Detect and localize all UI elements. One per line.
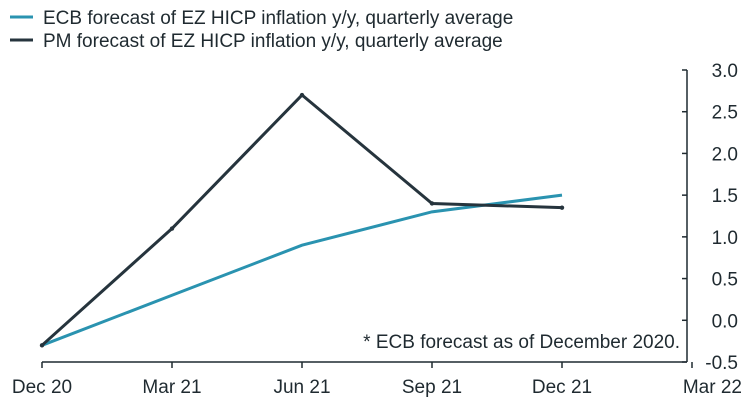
series-point-pm bbox=[559, 205, 565, 210]
legend-label-ecb: ECB forecast of EZ HICP inflation y/y, q… bbox=[43, 8, 513, 29]
x-tick-label: Sep 21 bbox=[402, 377, 462, 398]
series-point-pm bbox=[39, 343, 45, 348]
y-axis-ticks: 3.0 2.5 2.0 1.5 1.0 0.5 0.0 -0.5 bbox=[682, 61, 738, 374]
y-tick-label: 2.0 bbox=[712, 144, 738, 165]
y-tick-label: 3.0 bbox=[712, 61, 738, 82]
legend-item-ecb: ECB forecast of EZ HICP inflation y/y, q… bbox=[10, 8, 513, 29]
series-line-pm bbox=[40, 92, 563, 347]
y-tick-label: 1.5 bbox=[712, 186, 738, 207]
y-tick-label: 0.5 bbox=[712, 270, 738, 291]
legend: ECB forecast of EZ HICP inflation y/y, q… bbox=[10, 8, 513, 52]
series-line-ecb bbox=[41, 193, 563, 347]
series-point-pm bbox=[169, 226, 175, 231]
series-layer bbox=[39, 92, 565, 348]
legend-item-pm: PM forecast of EZ HICP inflation y/y, qu… bbox=[10, 31, 503, 52]
x-tick-label: Dec 20 bbox=[12, 377, 72, 398]
series-point-pm bbox=[429, 201, 435, 206]
y-tick-label: -0.5 bbox=[705, 353, 738, 374]
legend-label-pm: PM forecast of EZ HICP inflation y/y, qu… bbox=[43, 31, 503, 52]
x-tick-label: Jun 21 bbox=[273, 377, 330, 398]
plot-area: 3.0 2.5 2.0 1.5 1.0 0.5 0.0 -0.5 Dec 20 Mar 21 Ju… bbox=[12, 61, 742, 398]
x-axis-ticks: Dec 20 Mar 21 Jun 21 Sep 21 Dec 21 Mar 22 bbox=[12, 362, 742, 398]
y-tick-label: 2.5 bbox=[712, 103, 738, 124]
x-tick-label: Mar 22 bbox=[683, 377, 742, 398]
series-point-pm bbox=[299, 92, 305, 98]
chart-annotation: * ECB forecast as of December 2020. bbox=[363, 332, 680, 353]
x-tick-label: Dec 21 bbox=[532, 377, 592, 398]
x-tick-label: Mar 21 bbox=[142, 377, 201, 398]
y-tick-label: 0.0 bbox=[712, 311, 738, 332]
y-tick-label: 1.0 bbox=[712, 228, 738, 249]
